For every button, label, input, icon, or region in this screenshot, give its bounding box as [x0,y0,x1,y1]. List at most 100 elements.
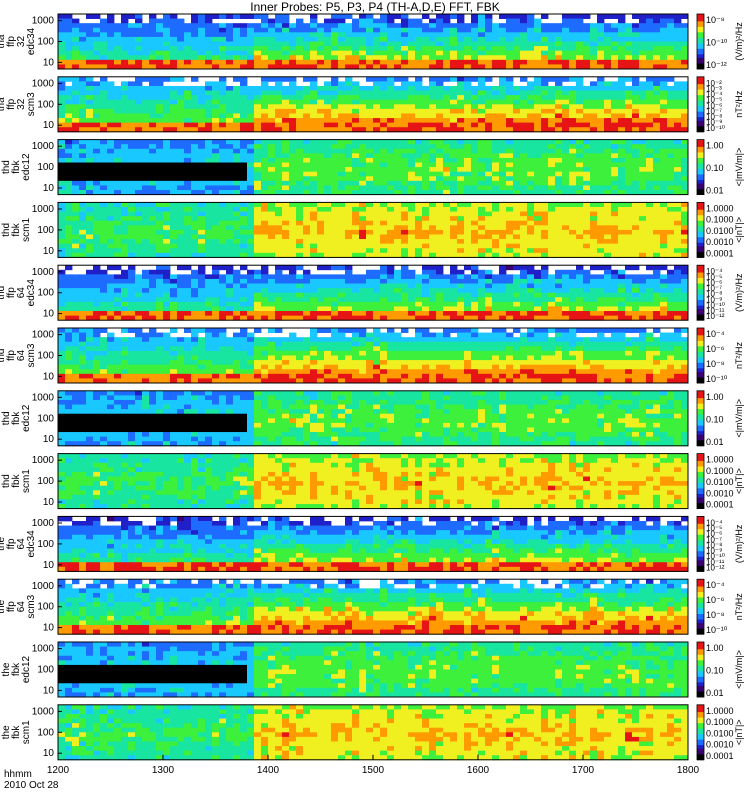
heatmap-cell [429,220,437,226]
heatmap-cell [387,36,395,42]
heatmap-cell [408,23,416,29]
heatmap-cell [548,55,556,61]
heatmap-cell [667,46,675,52]
heatmap-cell [149,211,157,217]
heatmap-cell [303,95,311,101]
heatmap-cell [107,90,115,96]
heatmap-cell [541,139,549,145]
heatmap-cell [303,167,311,173]
heatmap-cell [429,59,437,65]
heatmap-cell [394,225,402,231]
heatmap-cell [506,248,514,254]
heatmap-cell [254,113,262,119]
heatmap-cell [667,122,675,128]
heatmap-cell [464,27,472,33]
colorbar-segment [697,115,704,118]
heatmap-cell [478,85,486,91]
heatmap-cell [149,32,157,38]
heatmap-cell [226,288,234,294]
heatmap-cell [331,216,339,222]
heatmap-cell [205,104,213,110]
heatmap-cell [345,113,353,119]
heatmap-cell [478,234,486,240]
heatmap-cell [373,185,381,191]
heatmap-cell [226,206,234,212]
heatmap-cell [618,108,626,114]
y-tick-label: 1000 [32,204,55,215]
heatmap-cell [240,23,248,29]
heatmap-cell [590,55,598,61]
heatmap-cell [114,157,122,163]
heatmap-cell [408,95,416,101]
heatmap-cell [632,32,640,38]
heatmap-cell [660,59,668,65]
heatmap-cell [282,234,290,240]
heatmap-cell [184,85,192,91]
heatmap-cell [261,81,269,87]
heatmap-cell [408,81,416,87]
heatmap-cell [261,171,269,177]
heatmap-cell [296,171,304,177]
heatmap-cell [394,311,402,317]
heatmap-cell [275,206,283,212]
heatmap-cell [506,99,514,105]
heatmap-cell [513,36,521,42]
heatmap-cell [464,81,472,87]
heatmap-cell [485,144,493,150]
heatmap-cell [86,301,94,307]
heatmap-cell [366,311,374,317]
heatmap-cell [352,243,360,249]
heatmap-cell [338,139,346,145]
heatmap-cell [282,148,290,154]
heatmap-cell [373,95,381,101]
heatmap-cell [79,139,87,145]
heatmap-cell [282,144,290,150]
heatmap-cell [317,225,325,231]
heatmap-cell [625,167,633,173]
heatmap-cell [128,23,136,29]
heatmap-cell [289,202,297,208]
heatmap-cell [254,64,262,70]
heatmap-cell [562,225,570,231]
heatmap-cell [527,239,535,245]
heatmap-cell [352,306,360,312]
heatmap-cell [58,220,66,226]
heatmap-cell [464,225,472,231]
heatmap-cell [268,153,276,159]
heatmap-cell [72,167,80,173]
heatmap-cell [114,162,122,168]
heatmap-cell [674,206,682,212]
heatmap-cell [170,59,178,65]
heatmap-cell [366,297,374,303]
heatmap-cell [590,216,598,222]
heatmap-cell [590,239,598,245]
heatmap-cell [450,41,458,47]
heatmap-cell [653,180,661,186]
heatmap-cell [331,27,339,33]
heatmap-cell [422,220,430,226]
y-tick-label: 10 [43,183,55,194]
heatmap-cell [240,144,248,150]
heatmap-cell [205,278,213,284]
heatmap-cell [205,41,213,47]
heatmap-cell [359,148,367,154]
heatmap-cell [604,104,612,110]
colorbar-segment [697,50,704,53]
heatmap-cell [359,278,367,284]
heatmap-cell [352,234,360,240]
heatmap-cell [492,113,500,119]
heatmap-cell [303,59,311,65]
heatmap-cell [660,64,668,70]
heatmap-cell [205,14,213,19]
heatmap-cell [590,180,598,186]
heatmap-cell [485,167,493,173]
heatmap-cell [632,27,640,33]
heatmap-cell [275,185,283,191]
heatmap-cell [226,46,234,52]
heatmap-cell [569,252,577,258]
heatmap-cell [506,211,514,217]
heatmap-cell [100,108,108,114]
heatmap-cell [527,46,535,52]
heatmap-cell [401,167,409,173]
